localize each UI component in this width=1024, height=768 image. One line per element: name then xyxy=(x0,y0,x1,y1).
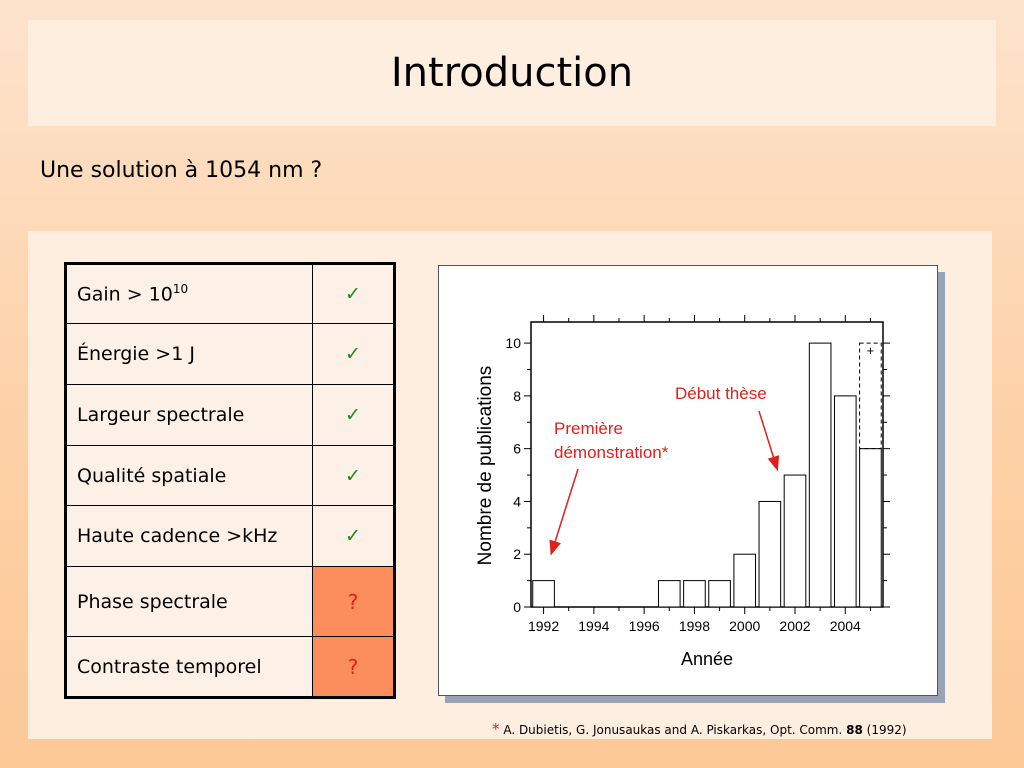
table-row: Haute cadence >kHz ✓ xyxy=(65,505,395,567)
bar xyxy=(708,580,731,608)
table-row: Qualité spatiale ✓ xyxy=(65,445,395,506)
criterion-text: Haute cadence >kHz xyxy=(77,525,278,547)
status-check: ✓ xyxy=(312,323,395,385)
annotation-text: Première xyxy=(554,419,623,438)
annotation-text: démonstration* xyxy=(554,443,669,462)
criteria-table: Gain > 1010 ✓ Énergie >1 J ✓ Largeur spectra… xyxy=(64,262,396,699)
x-tick-label: 2000 xyxy=(729,618,760,634)
status-check: ✓ xyxy=(312,263,395,324)
status-check: ✓ xyxy=(312,445,395,506)
criterion-text: Largeur spectrale xyxy=(77,404,245,426)
check-icon: ✓ xyxy=(345,404,361,426)
table-row: Phase spectrale? xyxy=(65,566,395,637)
question-mark: ? xyxy=(347,654,359,679)
x-tick-label: 1992 xyxy=(528,618,559,634)
bar xyxy=(859,448,882,608)
status-unknown: ? xyxy=(312,636,395,698)
x-tick-label: 2002 xyxy=(779,618,810,634)
footnote: * A. Dubietis, G. Jonusaukas and A. Pisk… xyxy=(492,720,907,738)
plot-frame xyxy=(530,321,884,608)
partial-year-label: + xyxy=(867,343,875,358)
check-icon: ✓ xyxy=(345,525,361,547)
bar xyxy=(758,500,782,608)
criterion-text: Phase spectrale xyxy=(77,590,228,613)
bar xyxy=(657,580,681,608)
status-check: ✓ xyxy=(312,505,395,567)
criterion-text: Énergie >1 J xyxy=(77,343,195,365)
annotation-arrow xyxy=(549,468,579,556)
y-axis-label: Nombre de publications xyxy=(475,366,496,566)
status-check: ✓ xyxy=(312,384,395,446)
table-row: Gain > 1010 ✓ xyxy=(65,263,395,324)
bar xyxy=(833,395,857,608)
bar xyxy=(532,580,555,608)
bar xyxy=(783,474,807,608)
table-row: Largeur spectrale ✓ xyxy=(65,384,395,446)
criterion-label: Largeur spectrale xyxy=(65,384,313,446)
y-tick-label: 0 xyxy=(513,599,521,615)
y-tick-label: 8 xyxy=(513,388,521,404)
footnote-star: * xyxy=(492,720,500,738)
criterion-label: Contraste temporel xyxy=(65,636,313,698)
bar xyxy=(683,580,706,608)
check-icon: ✓ xyxy=(345,283,361,305)
question-mark: ? xyxy=(347,589,359,614)
y-tick-label: 10 xyxy=(505,335,521,351)
status-unknown: ? xyxy=(312,566,395,637)
y-tick-label: 6 xyxy=(513,441,521,457)
partial-year-box xyxy=(859,342,882,450)
y-tick-label: 4 xyxy=(513,493,521,509)
criterion-text: Contraste temporel xyxy=(77,655,262,678)
criterion-label: Qualité spatiale xyxy=(65,445,313,506)
criterion-label: Gain > 1010 xyxy=(65,263,313,324)
chart-svg: +1992 1994 1996 1998 2000 2002 2004 0 2 4 6 8 10 Anné… xyxy=(475,315,890,669)
footnote-authors: A. Dubietis, G. Jonusaukas and A. Piskar… xyxy=(499,723,847,737)
criterion-text: Gain > 10 xyxy=(77,283,173,306)
x-axis-label: Année xyxy=(681,649,733,669)
criterion-label: Énergie >1 J xyxy=(65,323,313,385)
criterion-label: Haute cadence >kHz xyxy=(65,505,313,567)
bar xyxy=(808,342,832,608)
criterion-label: Phase spectrale xyxy=(65,566,313,637)
table-row: Contraste temporel? xyxy=(65,636,395,698)
y-tick-label: 2 xyxy=(513,546,521,562)
criterion-text: Qualité spatiale xyxy=(77,464,227,487)
check-icon: ✓ xyxy=(345,464,361,487)
annotation-text: Début thèse xyxy=(675,384,767,403)
bar xyxy=(733,553,757,608)
x-tick-label: 1998 xyxy=(679,618,710,634)
annotation-arrow xyxy=(758,410,780,472)
x-tick-label: 1994 xyxy=(578,618,609,634)
footnote-year: (1992) xyxy=(862,723,907,737)
criterion-exponent: 10 xyxy=(172,282,189,297)
slide-subtitle: Une solution à 1054 nm ? xyxy=(40,158,323,183)
publications-chart: +1992 1994 1996 1998 2000 2002 2004 0 2 4 6 8 10 Anné… xyxy=(438,265,938,696)
x-tick-label: 2004 xyxy=(830,618,861,634)
x-tick-label: 1996 xyxy=(629,618,660,634)
slide-title: Introduction xyxy=(390,50,634,96)
table-row: Énergie >1 J ✓ xyxy=(65,323,395,385)
footnote-volume: 88 xyxy=(846,723,863,737)
check-icon: ✓ xyxy=(345,343,361,365)
title-banner: Introduction xyxy=(28,20,996,126)
